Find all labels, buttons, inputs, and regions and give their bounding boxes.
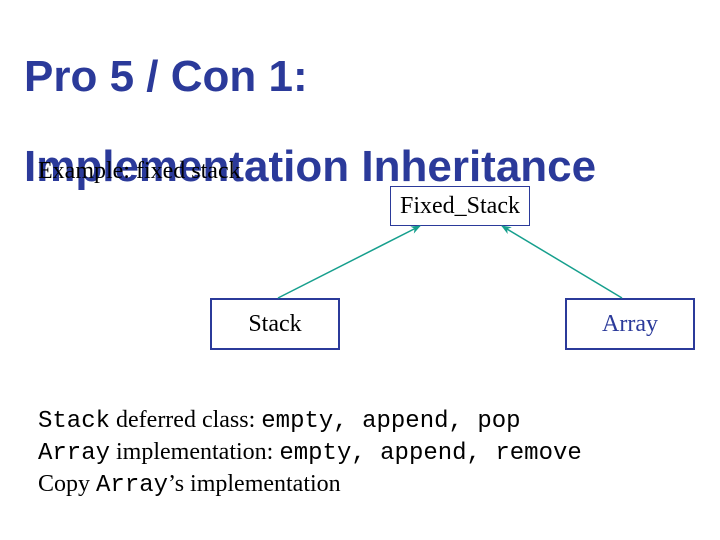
code-array: Array xyxy=(38,440,110,467)
body-line-1: Stack deferred class: empty, append, pop xyxy=(38,405,678,437)
body-line-3: Copy Array’s implementation xyxy=(38,469,678,501)
edge-array-to-fixed xyxy=(502,226,622,298)
text-impl: implementation: xyxy=(110,439,279,465)
text-possessive: ’s implementation xyxy=(168,471,341,497)
code-stack: Stack xyxy=(38,408,110,435)
code-ops-2: empty, append, remove xyxy=(279,440,581,467)
title-line-1: Pro 5 / Con 1: xyxy=(24,52,308,101)
text-deferred: deferred class: xyxy=(110,407,261,433)
code-ops-1: empty, append, pop xyxy=(261,408,520,435)
node-array: Array xyxy=(565,298,695,350)
text-copy: Copy xyxy=(38,471,96,497)
body-line-2: Array implementation: empty, append, rem… xyxy=(38,437,678,469)
node-fixed-stack: Fixed_Stack xyxy=(390,186,530,226)
node-array-label: Array xyxy=(602,311,658,338)
code-array-2: Array xyxy=(96,472,168,499)
body-text: Stack deferred class: empty, append, pop… xyxy=(38,405,678,501)
node-fixed-stack-label: Fixed_Stack xyxy=(400,193,520,220)
slide: Pro 5 / Con 1: Implementation Inheritanc… xyxy=(0,0,720,540)
node-stack: Stack xyxy=(210,298,340,350)
node-stack-label: Stack xyxy=(248,311,301,338)
edge-stack-to-fixed xyxy=(278,226,420,298)
example-label: Example: fixed stack xyxy=(38,158,241,185)
